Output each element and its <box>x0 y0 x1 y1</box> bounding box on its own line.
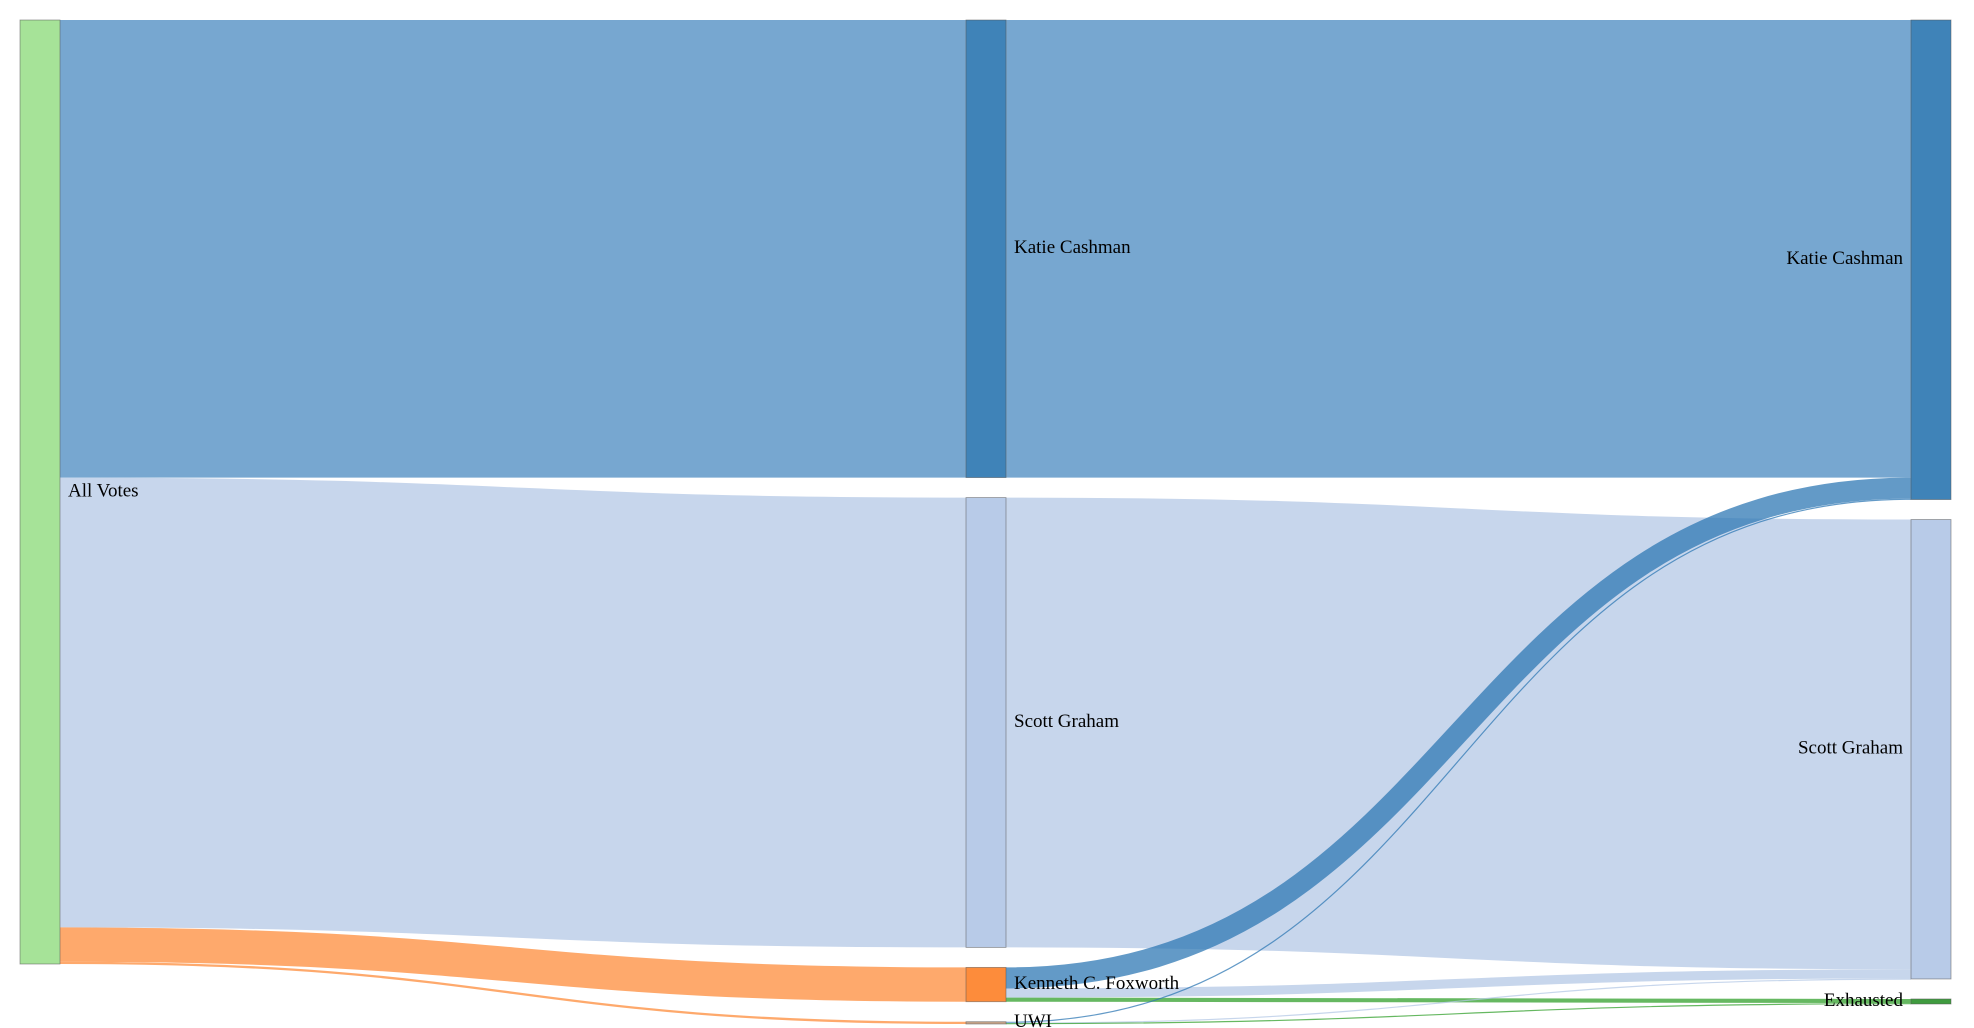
node-label-sg2: Scott Graham <box>1798 738 1903 759</box>
node-kc2 <box>1910 19 1952 500</box>
link-kf1-to-kc2 <box>1005 477 1912 989</box>
node-label-kf1: Kenneth C. Foxworth <box>1014 973 1180 994</box>
node-ex2 <box>1910 998 1952 1005</box>
node-label-ex2: Exhausted <box>1824 990 1904 1011</box>
node-label-all: All Votes <box>68 480 139 501</box>
links-layer <box>59 19 1912 1025</box>
node-all <box>19 19 61 965</box>
node-uwi1 <box>965 1021 1007 1025</box>
node-label-kc1: Katie Cashman <box>1014 237 1131 258</box>
link-uwi1-to-sg2 <box>1005 978 1912 1024</box>
node-sg2 <box>1910 519 1952 980</box>
node-label-uwi1: UWI <box>1014 1011 1052 1028</box>
nodes-layer <box>19 19 1952 1025</box>
node-sg1 <box>965 497 1007 948</box>
node-kf1 <box>965 966 1007 1003</box>
labels-layer: All Votes Katie Cashman Scott Graham Kennet… <box>68 237 1903 1028</box>
node-label-kc2: Katie Cashman <box>1786 248 1903 269</box>
link-uwi1-to-kc2 <box>1005 498 1912 1023</box>
link-uwi1-to-ex2 <box>1005 1003 1912 1025</box>
link-all-to-kf1 <box>59 927 967 1002</box>
node-kc1 <box>965 19 1007 478</box>
link-all-to-sg1 <box>59 477 967 948</box>
link-all-to-uwi1 <box>59 961 967 1025</box>
link-kf1-to-ex2 <box>1005 997 1912 1004</box>
node-label-sg1: Scott Graham <box>1014 711 1119 732</box>
